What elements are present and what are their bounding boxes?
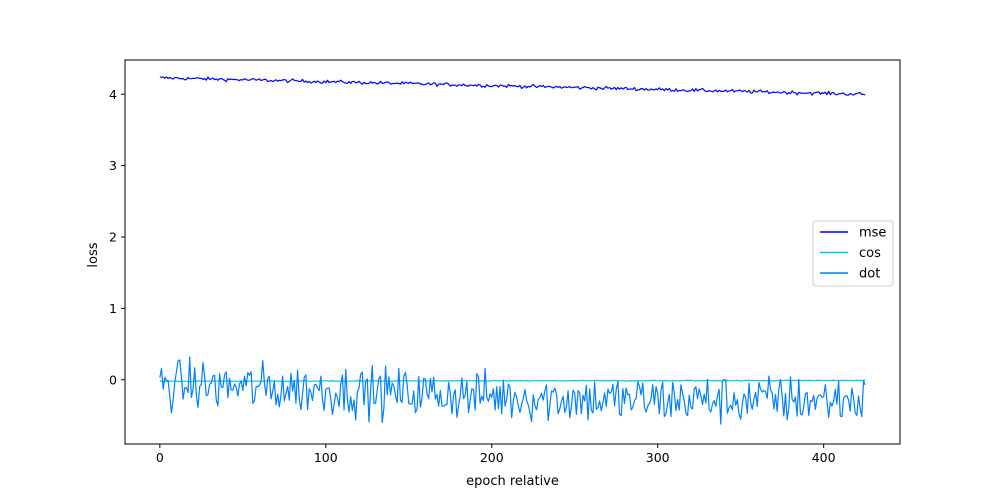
series-line-mse [159,76,866,96]
x-axis: 0 100 200 300 400 [156,444,836,465]
plot-frame [124,59,901,445]
series-layer [159,76,866,425]
y-tick-label: 1 [109,301,117,316]
y-tick-label: 0 [109,372,117,387]
y-axis: 0 1 2 3 4 [109,87,125,387]
y-axis-label: loss [86,242,101,267]
x-tick-label: 400 [812,450,836,465]
legend: mse cos dot [812,220,894,287]
x-tick-label: 200 [480,450,504,465]
y-tick-label: 2 [109,230,117,245]
series-line-cos [159,379,866,383]
y-tick-label: 3 [109,158,117,173]
x-tick-label: 0 [156,450,164,465]
legend-label-dot: dot [859,267,880,282]
legend-label-mse: mse [859,226,886,241]
legend-label-cos: cos [859,246,881,261]
y-tick-label: 4 [109,87,117,102]
series-line-dot [159,356,866,425]
x-tick-label: 100 [314,450,338,465]
x-axis-label: epoch relative [466,474,559,489]
x-tick-label: 300 [646,450,670,465]
legend-box [812,220,894,287]
